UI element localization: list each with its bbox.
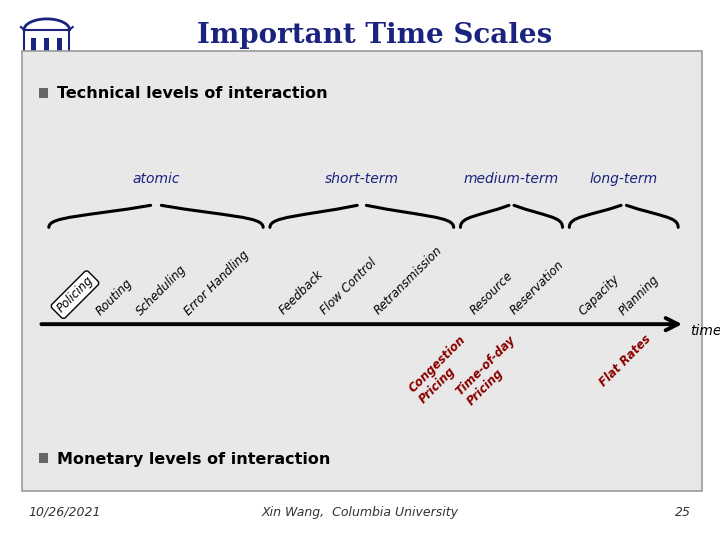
Text: Feedback: Feedback — [276, 268, 326, 318]
Text: Important Time Scales: Important Time Scales — [197, 22, 552, 49]
Text: atomic: atomic — [132, 172, 180, 186]
Text: long-term: long-term — [590, 172, 658, 186]
Bar — [39, 88, 48, 98]
Text: Technical levels of interaction: Technical levels of interaction — [57, 86, 328, 102]
Text: Routing: Routing — [93, 276, 135, 318]
Bar — [57, 38, 63, 62]
Text: Flat Rates: Flat Rates — [597, 333, 653, 390]
Text: Retransmission: Retransmission — [372, 244, 446, 318]
Text: Policing: Policing — [54, 274, 96, 315]
Text: medium-term: medium-term — [464, 172, 559, 186]
Text: Error Handling: Error Handling — [181, 248, 251, 318]
Text: Monetary levels of interaction: Monetary levels of interaction — [57, 452, 330, 467]
Text: Time-of-day
Pricing: Time-of-day Pricing — [454, 333, 529, 408]
Text: Planning: Planning — [617, 272, 662, 318]
Text: Flow Control: Flow Control — [318, 256, 379, 318]
Text: Capacity: Capacity — [576, 272, 622, 318]
Bar — [39, 453, 48, 463]
Text: Scheduling: Scheduling — [134, 262, 189, 318]
FancyBboxPatch shape — [22, 51, 702, 491]
Text: short-term: short-term — [325, 172, 399, 186]
Text: Resource: Resource — [467, 269, 516, 318]
Text: 25: 25 — [675, 505, 691, 519]
Bar — [44, 38, 50, 62]
Text: Congestion
Pricing: Congestion Pricing — [406, 333, 479, 406]
Text: 10/26/2021: 10/26/2021 — [29, 505, 102, 519]
Text: Xin Wang,  Columbia University: Xin Wang, Columbia University — [261, 505, 459, 519]
Text: Reservation: Reservation — [508, 259, 567, 318]
Bar — [31, 38, 37, 62]
Text: time: time — [690, 324, 720, 338]
